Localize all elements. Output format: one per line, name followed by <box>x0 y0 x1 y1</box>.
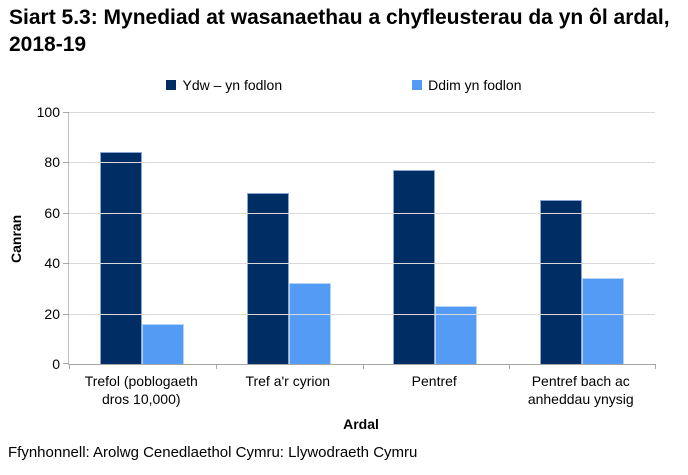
legend-label: Ydw – yn fodlon <box>182 77 283 93</box>
x-category-label: Pentref <box>411 373 457 389</box>
gridline <box>69 313 655 315</box>
bar-group <box>509 113 656 364</box>
chart-title: Siart 5.3: Mynediad at wasanaethau a chy… <box>9 6 670 56</box>
bar <box>435 306 478 364</box>
gridline <box>69 112 655 113</box>
bar <box>288 283 331 364</box>
y-tick-label: 20 <box>44 305 60 322</box>
x-tick-mark <box>655 364 656 369</box>
bar-group <box>216 113 363 364</box>
legend-swatch <box>412 80 423 90</box>
y-tick-label: 100 <box>36 104 60 120</box>
y-tick-mark <box>63 162 69 164</box>
gridline <box>69 263 655 265</box>
x-axis-title: Ardal <box>343 416 379 432</box>
y-tick-mark <box>63 363 69 364</box>
bar-group <box>69 113 216 364</box>
y-tick-label: 80 <box>44 154 60 171</box>
gridline <box>69 162 655 164</box>
y-tick-label: 60 <box>44 204 60 221</box>
gridline <box>69 212 655 214</box>
bar <box>581 278 624 364</box>
x-category-label: Tref a'r cyrion <box>245 373 331 389</box>
bar <box>246 192 289 364</box>
x-axis-labels: Trefol (poblogaeth dros 10,000) Tref a'r … <box>68 372 654 408</box>
y-tick-mark <box>63 263 69 265</box>
bar <box>100 152 143 364</box>
legend-item: Ydw – yn fodlon <box>166 77 282 93</box>
bar <box>393 169 436 364</box>
legend-swatch <box>166 80 177 90</box>
y-tick-mark <box>63 313 69 315</box>
x-tick-mark <box>362 364 364 369</box>
bar-group <box>362 113 509 364</box>
y-tick-label: 40 <box>44 255 60 272</box>
bar <box>539 200 582 364</box>
y-tick-mark <box>63 212 69 214</box>
legend-label: Ddim yn fodlon <box>428 77 522 93</box>
legend: Ydw – yn fodlon Ddim yn fodlon <box>0 77 688 93</box>
y-tick-label: 0 <box>52 356 60 372</box>
x-tick-mark <box>509 364 511 369</box>
bar <box>142 323 185 364</box>
bar-groups <box>69 113 655 364</box>
source-note: Ffynhonnell: Arolwg Cenedlaethol Cymru: … <box>8 444 418 461</box>
legend-item: Ddim yn fodlon <box>412 77 522 93</box>
y-tick-mark <box>63 112 69 113</box>
x-tick-mark <box>69 364 70 369</box>
x-category-label: Trefol (poblogaeth dros 10,000) <box>84 373 198 407</box>
plot-area <box>63 112 656 369</box>
x-tick-mark <box>215 364 217 369</box>
y-axis-labels: 0 20 40 60 80 100 <box>0 105 60 371</box>
x-category-label: Pentref bach ac anheddau ynysig <box>527 373 634 407</box>
